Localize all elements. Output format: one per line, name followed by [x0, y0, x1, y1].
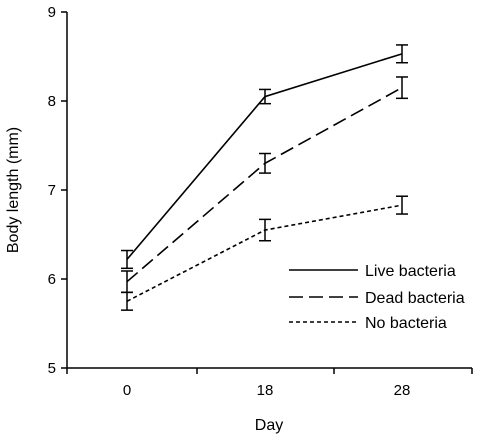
y-axis-title: Body length (mm) [5, 127, 22, 253]
legend: Live bacteria Dead bacteria No bacteria [289, 263, 465, 332]
x-ticks: 0 18 28 [66, 368, 473, 399]
legend-label: No bacteria [365, 315, 447, 332]
x-tick-label: 0 [123, 382, 131, 399]
series-line [126, 86, 403, 283]
y-tick-label: 5 [48, 360, 56, 377]
series-live-bacteria [121, 44, 408, 270]
y-tick-label: 8 [48, 93, 56, 110]
series-layer [121, 44, 408, 311]
y-ticks: 5 6 7 8 9 [48, 4, 67, 377]
legend-label: Dead bacteria [365, 290, 465, 307]
x-axis-title: Day [255, 417, 283, 434]
x-tick-label: 28 [394, 382, 411, 399]
series-no-bacteria [121, 195, 408, 311]
x-tick-label: 18 [257, 382, 274, 399]
y-tick-label: 9 [48, 4, 56, 21]
series-dead-bacteria [121, 76, 408, 294]
legend-label: Live bacteria [365, 263, 456, 280]
y-tick-label: 6 [48, 271, 56, 288]
y-tick-label: 7 [48, 182, 56, 199]
